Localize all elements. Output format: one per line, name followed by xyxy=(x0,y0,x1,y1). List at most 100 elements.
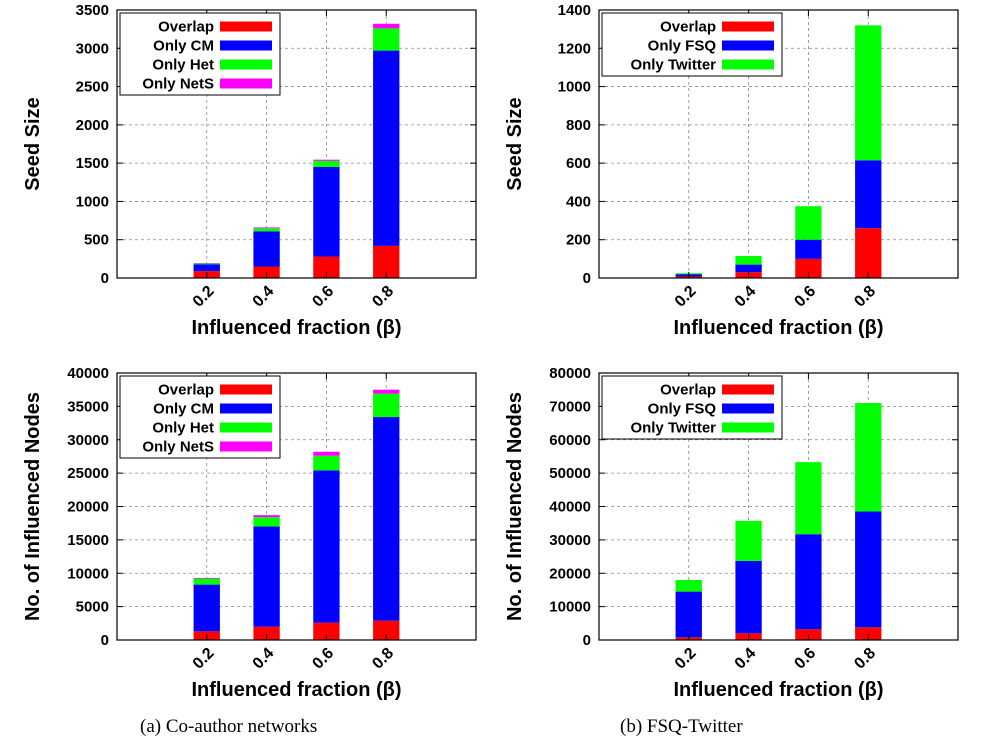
legend-swatch xyxy=(220,59,272,70)
legend-swatch xyxy=(722,384,774,395)
bar-segment xyxy=(253,526,280,627)
legend-swatch xyxy=(722,59,774,70)
x-tick-label: 0.4 xyxy=(732,645,760,673)
legend-label: Overlap xyxy=(158,382,214,399)
bar-segment xyxy=(373,389,400,394)
bar-segment xyxy=(795,206,822,240)
legend-label: Overlap xyxy=(660,19,716,36)
y-tick-label: 2500 xyxy=(76,79,109,96)
y-tick-label: 800 xyxy=(566,117,591,134)
x-tick-label: 0.6 xyxy=(791,283,819,311)
bar-segment xyxy=(855,627,882,640)
x-tick-label: 0.6 xyxy=(309,645,337,673)
legend: Overlap Only FSQ Only Twitter xyxy=(601,375,783,440)
x-tick-label: 0.2 xyxy=(672,283,700,311)
bar-segment xyxy=(675,591,702,638)
bar-segment xyxy=(795,462,822,535)
bar-segment xyxy=(373,50,400,246)
y-tick-label: 0 xyxy=(101,632,109,649)
x-axis-label: Influenced fraction (β) xyxy=(674,679,884,701)
y-tick-label: 70000 xyxy=(549,398,591,415)
plot-frame xyxy=(116,9,477,279)
y-tick-label: 1000 xyxy=(558,79,591,96)
bar-segment xyxy=(795,258,822,278)
y-tick-label: 200 xyxy=(566,232,591,249)
y-tick-label: 15000 xyxy=(67,532,109,549)
y-tick-label: 1500 xyxy=(76,155,109,172)
bar-segment xyxy=(795,239,822,259)
legend-label: Only CM xyxy=(153,401,214,418)
y-tick-label: 400 xyxy=(566,193,591,210)
bar-segment xyxy=(855,25,882,161)
bar-segment xyxy=(735,264,762,273)
bar-segment xyxy=(313,451,340,456)
legend-label: Overlap xyxy=(158,19,214,36)
bar-segment xyxy=(193,263,220,265)
bar-segment xyxy=(193,578,220,585)
bar-segment xyxy=(795,534,822,630)
caption-coauthor: (a) Co-author networks xyxy=(140,716,318,737)
y-tick-label: 0 xyxy=(583,270,591,287)
y-tick-label: 40000 xyxy=(67,365,109,382)
bar-segment xyxy=(855,403,882,512)
bar-segment xyxy=(253,227,280,229)
y-tick-label: 30000 xyxy=(549,532,591,549)
chart-fsq-seed: 0 200 400 600 800 1000 1200 1400 0.2 0.4 0.6 0.8 Inf… xyxy=(504,2,959,339)
legend-swatch xyxy=(220,403,272,414)
caption-fsq-twitter: (b) FSQ-Twitter xyxy=(620,716,743,737)
y-tick-label: 3500 xyxy=(76,2,109,19)
bar-segment xyxy=(193,584,220,632)
legend-swatch xyxy=(722,403,774,414)
y-tick-label: 35000 xyxy=(67,398,109,415)
bar-segment xyxy=(675,579,702,592)
legend: Overlap Only FSQ Only Twitter xyxy=(601,12,783,77)
y-tick-label: 3000 xyxy=(76,40,109,57)
bar-segment xyxy=(313,159,340,161)
y-tick-label: 500 xyxy=(84,232,109,249)
bar-segment xyxy=(253,228,280,232)
legend-swatch xyxy=(722,40,774,51)
bar-segment xyxy=(313,160,340,167)
legend-swatch xyxy=(220,441,272,452)
bar-segment xyxy=(253,626,280,640)
legend-label: Only CM xyxy=(153,38,214,55)
y-tick-label: 20000 xyxy=(549,565,591,582)
y-tick-label: 2000 xyxy=(76,117,109,134)
chart-fsq-nodes: 0 10000 20000 30000 40000 50000 60000 70000 8000… xyxy=(504,365,959,701)
x-axis-label: Influenced fraction (β) xyxy=(192,317,402,339)
x-tick-label: 0.2 xyxy=(190,283,218,311)
y-tick-label: 0 xyxy=(101,270,109,287)
x-tick-label: 0.8 xyxy=(369,283,397,311)
bar-segment xyxy=(373,393,400,418)
y-axis-label: No. of Influenced Nodes xyxy=(504,392,526,621)
x-tick-label: 0.8 xyxy=(369,645,397,673)
bar-segment xyxy=(253,231,280,267)
y-axis-label: Seed Size xyxy=(22,97,44,190)
bar-segment xyxy=(313,622,340,640)
bar-segment xyxy=(313,455,340,471)
bar-segment xyxy=(313,256,340,278)
x-tick-label: 0.2 xyxy=(672,645,700,673)
y-tick-label: 20000 xyxy=(67,499,109,516)
x-axis-label: Influenced fraction (β) xyxy=(192,679,402,701)
bar-segment xyxy=(855,228,882,278)
chart-coauthor-nodes: 0 5000 10000 15000 20000 25000 30000 35000 40000… xyxy=(22,365,477,701)
bar-segment xyxy=(373,620,400,640)
legend-label: Only Het xyxy=(152,57,214,74)
legend-label: Only FSQ xyxy=(648,401,717,418)
legend-swatch xyxy=(220,422,272,433)
legend-swatch xyxy=(220,384,272,395)
y-tick-label: 5000 xyxy=(76,599,109,616)
bar-segment xyxy=(735,520,762,561)
y-tick-label: 30000 xyxy=(67,432,109,449)
legend-label: Only Twitter xyxy=(630,420,716,437)
bar-segment xyxy=(373,417,400,621)
bar-segment xyxy=(855,160,882,229)
y-tick-label: 40000 xyxy=(549,499,591,516)
legend-label: Only NetS xyxy=(142,439,214,456)
bar-segment xyxy=(855,511,882,628)
y-tick-label: 25000 xyxy=(67,465,109,482)
bar-segment xyxy=(373,28,400,51)
